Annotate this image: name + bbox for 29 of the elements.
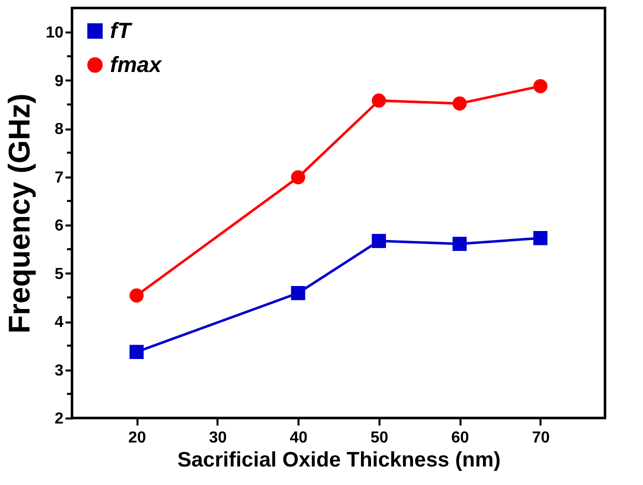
point [291,286,306,300]
x-tick-label: 20 [128,430,146,446]
point [533,231,548,246]
y-tick-label: 3 [54,362,64,380]
point [372,94,386,108]
legend-label: fT [110,18,132,43]
y-tick-label: 10 [46,24,64,42]
y-tick-label: 9 [54,72,64,90]
y-tick-label: 2 [54,410,64,428]
y-tick-label: 7 [54,169,64,186]
point [452,96,467,111]
point [130,288,144,303]
y-tick-label: 5 [54,266,64,283]
x-tick-label: 50 [370,430,388,446]
point [130,344,144,359]
y-tick-label: 4 [54,314,64,332]
y-tick-label: 6 [54,218,64,235]
x-tick-label: 40 [290,430,308,446]
y-axis-title: Frequency (GHz) [4,93,37,334]
y-tick-label: 8 [54,121,64,138]
point [452,236,467,251]
x-tick-label: 30 [208,430,227,446]
point [533,79,548,94]
point [291,170,306,184]
x-axis-title: Sacrificial Oxide Thickness (nm) [177,448,501,472]
x-tick-label: 60 [451,430,470,446]
legend-label: fmax [110,52,162,77]
point [372,234,386,248]
x-tick-label: 70 [532,430,550,446]
